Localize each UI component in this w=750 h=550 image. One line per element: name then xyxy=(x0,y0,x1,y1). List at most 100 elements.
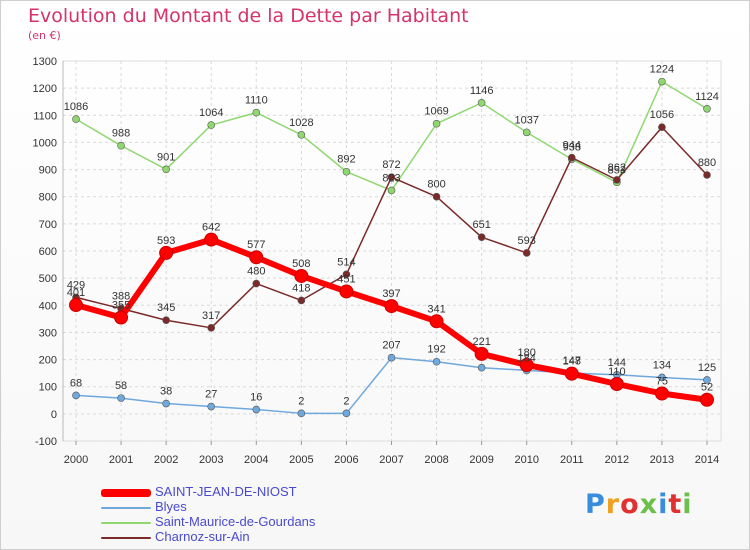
y-tick-label: 300 xyxy=(39,327,57,339)
data-label: 1037 xyxy=(514,114,538,126)
y-tick-label: 200 xyxy=(39,355,57,367)
data-point xyxy=(207,324,216,332)
data-label: 1028 xyxy=(289,117,313,129)
data-label: 345 xyxy=(157,302,175,314)
legend-label: Saint-Maurice-de-Gourdans xyxy=(155,514,316,529)
data-point xyxy=(207,121,216,129)
chart-title: Evolution du Montant de la Dette par Hab… xyxy=(28,5,469,27)
data-point xyxy=(249,250,264,265)
x-tick-label: 2013 xyxy=(650,454,674,466)
data-label: 901 xyxy=(157,151,175,163)
data-point xyxy=(159,245,174,260)
data-label: 651 xyxy=(472,219,490,231)
y-tick-label: 700 xyxy=(39,219,57,231)
y-tick-label: 400 xyxy=(39,300,57,312)
data-label: 480 xyxy=(247,266,265,278)
data-point xyxy=(609,377,624,391)
data-point xyxy=(252,279,261,288)
data-label: 2 xyxy=(298,395,304,407)
legend-swatch xyxy=(101,507,151,509)
data-point xyxy=(703,171,711,179)
data-point xyxy=(297,131,306,139)
logo-letter: x xyxy=(639,489,659,520)
data-label: 880 xyxy=(698,157,716,169)
data-label: 147 xyxy=(563,355,581,367)
data-point xyxy=(342,409,351,418)
data-label: 184 xyxy=(518,352,536,364)
data-point xyxy=(477,363,486,372)
x-tick-label: 2001 xyxy=(109,454,133,466)
data-label: 1056 xyxy=(650,109,674,121)
data-point xyxy=(658,373,666,382)
data-label: 180 xyxy=(518,347,536,359)
data-label: 988 xyxy=(112,128,130,140)
x-tick-label: 2012 xyxy=(605,454,629,466)
data-point xyxy=(477,99,486,107)
data-point xyxy=(117,141,125,150)
y-tick-label: 1000 xyxy=(33,137,57,149)
data-point xyxy=(564,366,579,381)
data-label: 192 xyxy=(427,344,445,356)
data-point xyxy=(654,386,669,401)
data-label: 397 xyxy=(382,288,400,300)
data-point xyxy=(432,119,441,128)
data-label: 1086 xyxy=(64,101,88,113)
x-tick-label: 2014 xyxy=(695,454,719,466)
data-point xyxy=(432,192,441,201)
x-tick-label: 2009 xyxy=(469,454,493,466)
x-tick-label: 2004 xyxy=(244,454,268,466)
data-label: 892 xyxy=(337,154,355,166)
data-point xyxy=(700,392,714,407)
data-point xyxy=(474,346,489,361)
data-point xyxy=(613,176,621,184)
data-label: 418 xyxy=(292,282,310,294)
data-point xyxy=(703,376,711,384)
data-label: 508 xyxy=(292,258,310,270)
data-point xyxy=(117,394,125,402)
legend-swatch xyxy=(101,537,151,539)
data-label: 451 xyxy=(337,273,355,285)
data-point xyxy=(162,165,170,174)
data-label: 401 xyxy=(67,287,85,299)
data-label: 642 xyxy=(202,222,220,234)
data-label: 388 xyxy=(112,291,130,303)
data-point xyxy=(162,316,170,325)
data-point xyxy=(658,77,666,86)
data-label: 207 xyxy=(382,340,400,352)
data-point xyxy=(339,284,354,299)
legend-swatch xyxy=(101,489,151,497)
x-tick-label: 2005 xyxy=(289,454,313,466)
x-tick-label: 2003 xyxy=(199,454,223,466)
data-label: 1064 xyxy=(199,107,223,119)
x-tick-label: 2010 xyxy=(514,454,538,466)
data-label: 938 xyxy=(563,141,581,153)
data-label: 148 xyxy=(563,356,581,368)
data-point xyxy=(297,409,306,418)
data-point xyxy=(114,310,129,325)
data-point xyxy=(252,108,261,117)
y-tick-label: -100 xyxy=(35,436,57,448)
legend-label: SAINT-JEAN-DE-NIOST xyxy=(155,484,297,499)
data-point xyxy=(387,353,396,362)
x-tick-label: 2006 xyxy=(334,454,358,466)
data-label: 593 xyxy=(518,235,536,247)
data-label: 134 xyxy=(653,359,671,371)
data-label: 52 xyxy=(701,382,713,394)
chart-subtitle: (en €) xyxy=(28,29,61,42)
data-label: 68 xyxy=(70,377,82,389)
data-label: 341 xyxy=(427,303,445,315)
logo-letter: i xyxy=(682,489,693,520)
data-point xyxy=(658,123,666,132)
data-point xyxy=(429,314,444,329)
data-label: 577 xyxy=(247,239,265,251)
data-point xyxy=(162,399,170,408)
data-label: 429 xyxy=(67,279,85,291)
data-point xyxy=(567,153,576,162)
data-point xyxy=(522,249,531,257)
data-point xyxy=(204,232,219,247)
y-tick-label: 500 xyxy=(39,273,57,285)
y-tick-label: 800 xyxy=(39,192,57,204)
data-point xyxy=(477,233,486,241)
data-label: 823 xyxy=(382,172,400,184)
data-point xyxy=(294,268,309,283)
